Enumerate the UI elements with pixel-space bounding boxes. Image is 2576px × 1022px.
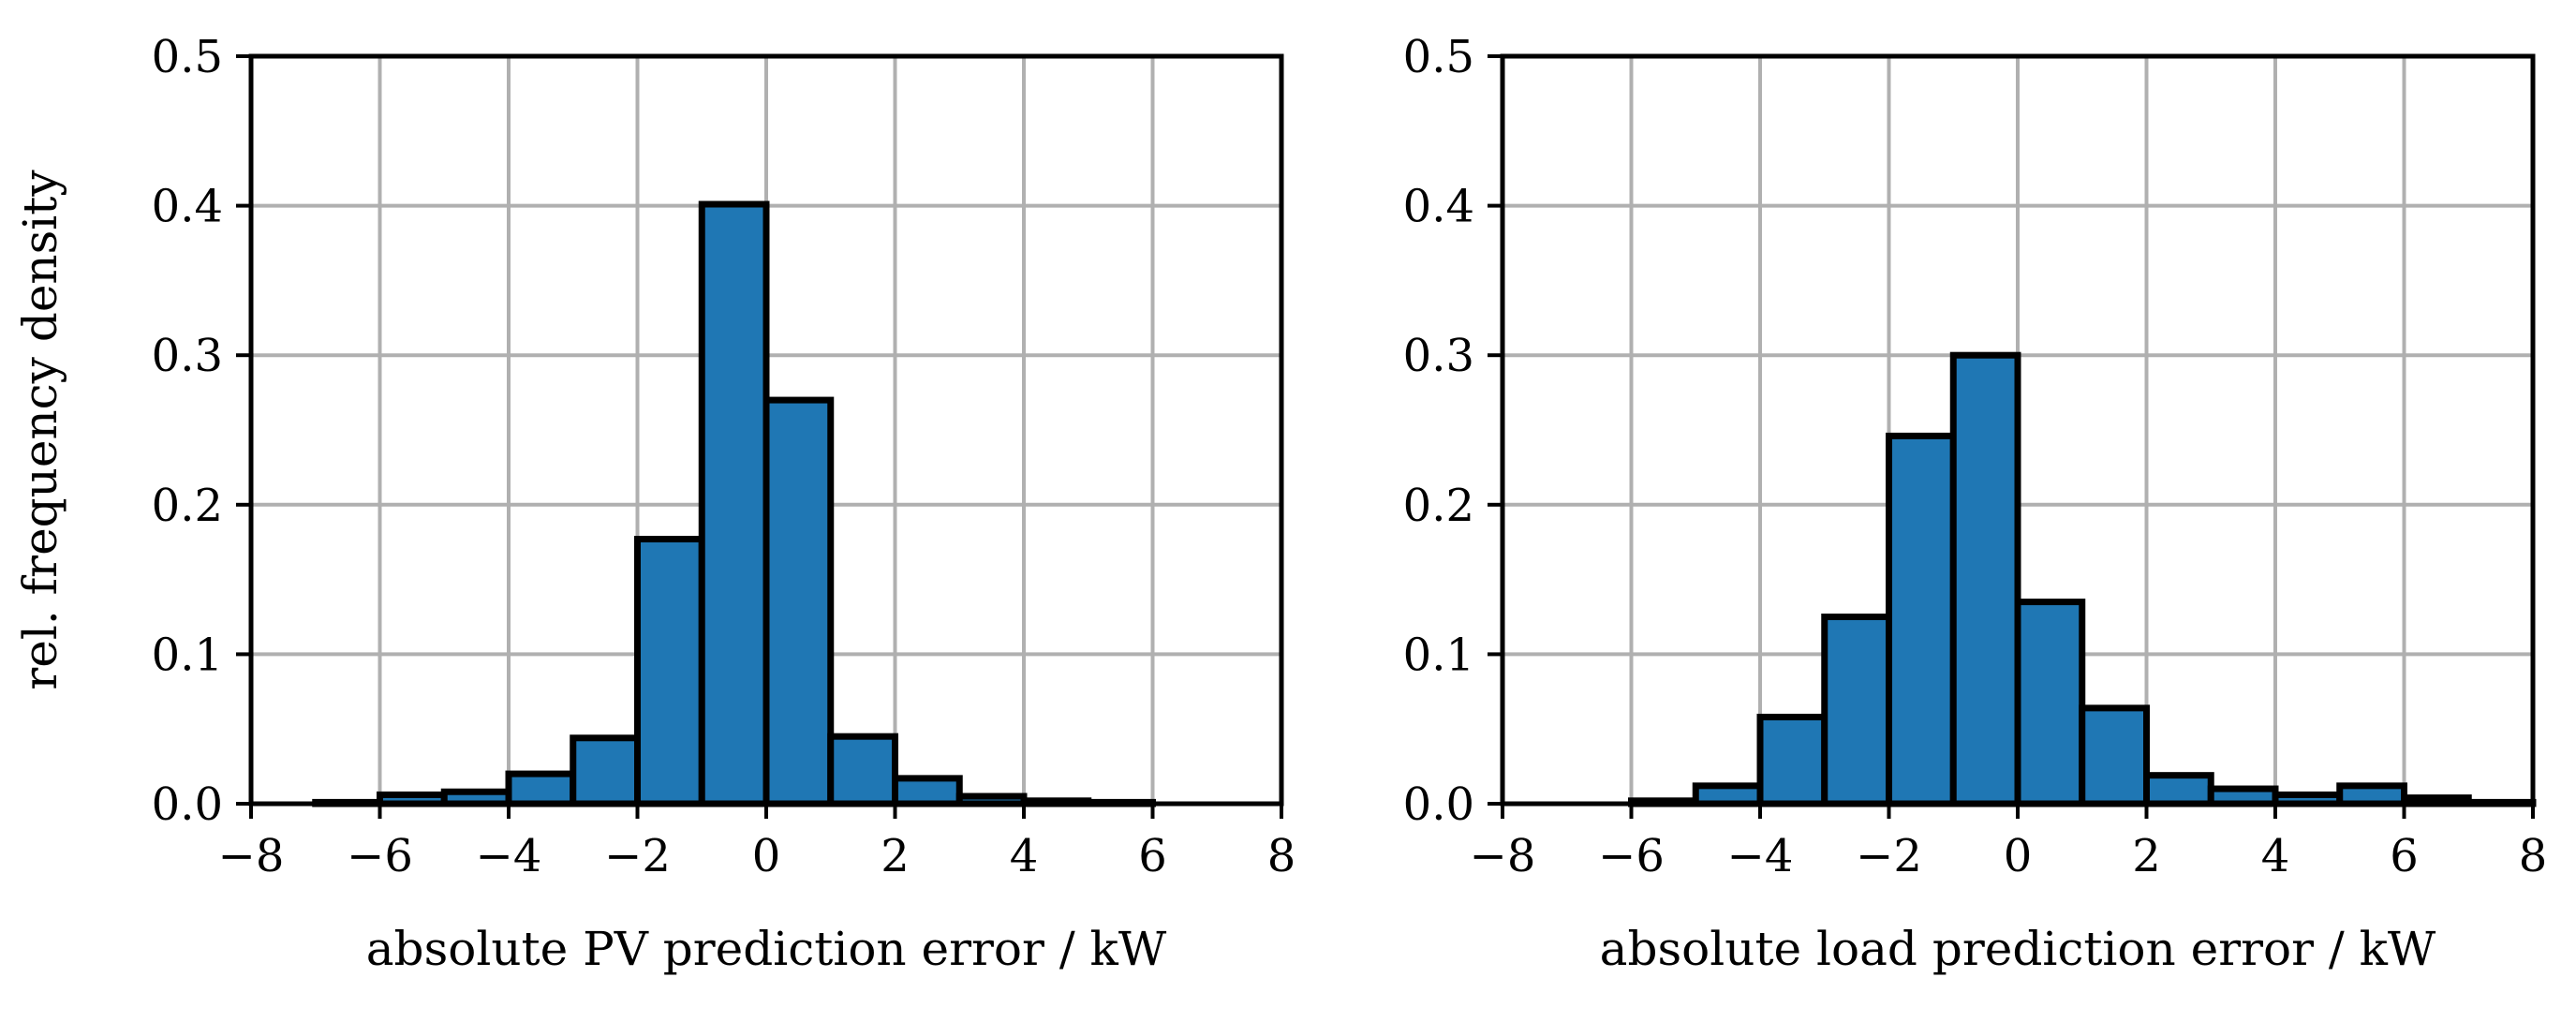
y-tick-label: 0.0 bbox=[1403, 778, 1474, 831]
load-error-histogram: −8 −6 −4 −2 0 2 4 6 8 0.0 0.1 0.2 0.3 0.4 0.5 absolute … bbox=[1403, 31, 2548, 976]
x-tick-label: −8 bbox=[218, 830, 285, 882]
y-tick-label: 0.4 bbox=[1403, 181, 1474, 233]
histogram-bar bbox=[570, 734, 641, 807]
x-tick-label: −6 bbox=[347, 830, 413, 882]
x-tick-label: 4 bbox=[2261, 830, 2290, 882]
y-tick-label: 0.3 bbox=[152, 330, 223, 382]
y-tick-label: 0.3 bbox=[1403, 330, 1474, 382]
y-tick-label: 0.4 bbox=[152, 181, 223, 233]
y-axis-label: rel. frequency density bbox=[13, 170, 67, 690]
histogram-bar bbox=[505, 770, 577, 807]
x-axis-label: absolute PV prediction error / kW bbox=[366, 922, 1167, 976]
x-tick-label: −2 bbox=[1856, 830, 1922, 882]
x-tick-label: −2 bbox=[604, 830, 671, 882]
y-tick-label: 0.0 bbox=[152, 778, 223, 831]
x-tick-label: 0 bbox=[2004, 830, 2033, 882]
histogram-bar bbox=[2079, 704, 2150, 807]
x-tick-label: 8 bbox=[1267, 830, 1296, 882]
x-axis-label: absolute load prediction error / kW bbox=[1600, 922, 2436, 976]
y-tick-label: 0.5 bbox=[1403, 31, 1474, 83]
x-tick-label: 2 bbox=[881, 830, 910, 882]
y-tick-label: 0.2 bbox=[152, 480, 223, 532]
x-tick-label: −4 bbox=[476, 830, 542, 882]
histogram-bar bbox=[1949, 351, 2021, 807]
y-tick-label: 0.1 bbox=[1403, 629, 1474, 681]
x-tick-label: 8 bbox=[2519, 830, 2548, 882]
histogram-bar bbox=[892, 775, 963, 807]
y-tick-label: 0.1 bbox=[152, 629, 223, 681]
histogram-bar bbox=[1692, 782, 1764, 807]
histogram-bar bbox=[827, 733, 898, 807]
x-tick-label: 4 bbox=[1010, 830, 1039, 882]
x-tick-label: −6 bbox=[1598, 830, 1665, 882]
pv-error-histogram: −8 −6 −4 −2 0 2 4 6 8 0.0 0.1 0.2 0.3 0.4 0.5 absolute … bbox=[13, 31, 1295, 976]
histogram-bar bbox=[762, 396, 835, 807]
histogram-bar bbox=[2014, 599, 2086, 807]
y-tick-label: 0.2 bbox=[1403, 480, 1474, 532]
y-tick-label: 0.5 bbox=[152, 31, 223, 83]
x-tick-label: 6 bbox=[2390, 830, 2419, 882]
histogram-bar bbox=[1756, 713, 1828, 807]
histogram-bar bbox=[634, 536, 705, 807]
histogram-bar bbox=[698, 200, 770, 807]
x-tick-label: 6 bbox=[1138, 830, 1167, 882]
x-tick-label: −8 bbox=[1470, 830, 1536, 882]
histogram-bar bbox=[2143, 772, 2214, 807]
histogram-bar bbox=[1886, 432, 1957, 807]
x-tick-label: 0 bbox=[752, 830, 781, 882]
x-tick-label: 2 bbox=[2132, 830, 2161, 882]
x-tick-label: −4 bbox=[1727, 830, 1794, 882]
histogram-bar bbox=[2336, 782, 2407, 807]
histogram-bar bbox=[1821, 614, 1892, 807]
